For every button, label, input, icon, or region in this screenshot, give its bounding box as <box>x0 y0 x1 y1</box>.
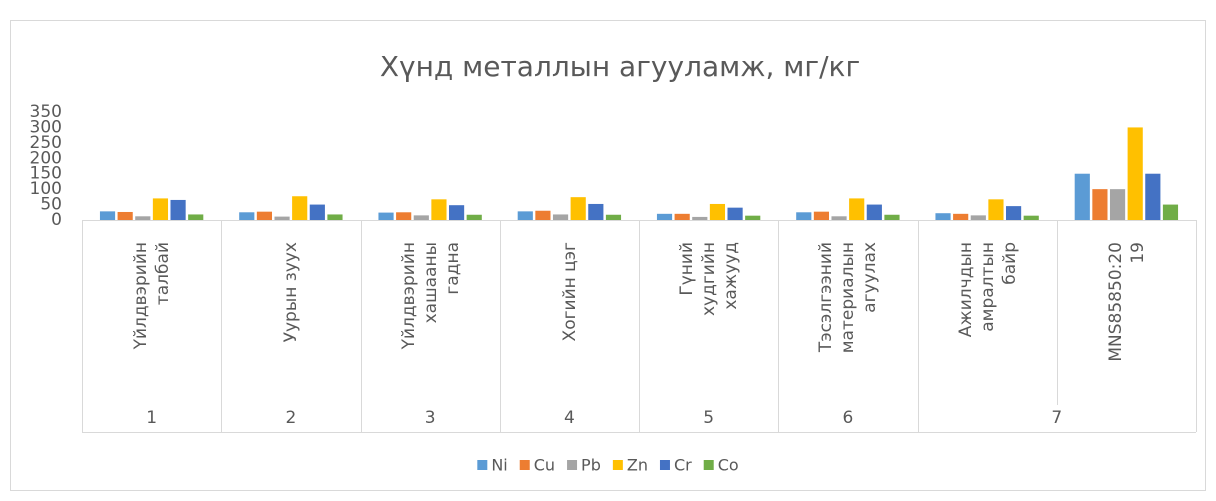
legend-swatch <box>612 460 623 470</box>
bar <box>292 196 308 220</box>
y-tick-label: 150 <box>30 164 62 184</box>
bar <box>953 213 969 220</box>
bar <box>970 215 986 220</box>
bar <box>1092 189 1108 220</box>
y-tick-label: 200 <box>30 148 62 168</box>
bar <box>692 216 708 220</box>
bar <box>1005 206 1022 220</box>
bar <box>709 203 726 220</box>
bar <box>517 211 533 220</box>
bar <box>674 213 690 220</box>
x-tick-label: Үйлдвэрийн хашааны гадна <box>361 228 500 383</box>
x-tick-text: Ажилчдын амралтын байр <box>955 242 1020 338</box>
group-label: 4 <box>564 408 575 428</box>
group-label: 1 <box>146 408 157 428</box>
bar <box>378 212 394 220</box>
bar <box>309 204 325 220</box>
legend-label: Zn <box>627 456 648 475</box>
bar <box>135 216 151 220</box>
bar <box>745 215 761 220</box>
bar <box>327 214 343 220</box>
group-label: 7 <box>1051 408 1062 428</box>
bar <box>552 214 569 220</box>
x-tick-text: Хогийн цэг <box>559 242 580 342</box>
bar <box>274 216 290 220</box>
chart-title: Хүнд металлын агууламж, мг/кг <box>380 50 860 83</box>
bar <box>1023 215 1039 220</box>
bar <box>188 214 204 220</box>
bar <box>656 213 673 220</box>
bar <box>1074 173 1090 220</box>
bar <box>588 203 604 220</box>
x-tick-label: Гүний худгийн хажууд <box>639 228 778 383</box>
legend-swatch <box>519 460 530 470</box>
bar <box>1109 189 1126 220</box>
legend-swatch <box>477 460 488 470</box>
y-tick-label: 50 <box>40 195 62 215</box>
bar <box>813 211 830 220</box>
legend-label: Pb <box>581 456 601 475</box>
x-tick-label: MNS85850:2019 <box>1057 228 1196 383</box>
bar <box>570 197 586 220</box>
legend-label: Cu <box>534 456 555 475</box>
x-tick-label: Үйлдвэрийн талбай <box>82 228 221 383</box>
bar <box>239 212 255 220</box>
bar <box>466 214 482 220</box>
legend-label: Cr <box>674 456 692 475</box>
y-tick-label: 0 <box>51 210 62 230</box>
bar <box>1127 127 1143 220</box>
bar <box>935 213 951 220</box>
x-tick-text: MNS85850:2019 <box>1105 242 1148 362</box>
bar <box>831 216 847 220</box>
x-tick-text: Уурын зуух <box>280 242 301 343</box>
bar <box>99 211 116 220</box>
bar <box>849 198 865 220</box>
y-tick-label: 250 <box>30 133 62 153</box>
x-tick-text: Үйлдвэрийн талбай <box>130 242 173 350</box>
x-tick-text: Үйлдвэрийн хашааны гадна <box>398 242 463 350</box>
x-tick-label: Ажилчдын амралтын байр <box>918 228 1057 383</box>
legend-label: Co <box>718 456 739 475</box>
legend-swatch <box>659 460 670 470</box>
x-tick-label: Уурын зуух <box>221 228 360 383</box>
bar <box>1145 173 1161 220</box>
bar <box>431 199 447 220</box>
x-tick-label: Хогийн цэг <box>500 228 639 383</box>
group-label: 6 <box>842 408 853 428</box>
y-tick-label: 300 <box>30 117 62 137</box>
bar <box>256 211 273 220</box>
bar <box>413 215 429 220</box>
bar <box>170 199 186 220</box>
group-label: 2 <box>285 408 296 428</box>
bar <box>1162 204 1179 220</box>
y-tick-label: 350 <box>30 102 62 122</box>
bar <box>796 212 812 220</box>
bar <box>884 214 900 220</box>
bar <box>152 198 169 220</box>
bar <box>117 211 133 220</box>
x-tick-text: Гүний худгийн хажууд <box>676 242 741 317</box>
group-label: 3 <box>425 408 436 428</box>
legend-swatch <box>567 460 578 470</box>
y-tick-label: 100 <box>30 179 62 199</box>
bar <box>448 205 465 220</box>
legend-label: Ni <box>491 456 507 475</box>
bar <box>727 207 743 220</box>
x-tick-text: Тэсэлгээний материалын агуулах <box>815 242 880 354</box>
group-label: 5 <box>703 408 714 428</box>
bar <box>866 204 882 220</box>
chart-border <box>10 20 1206 491</box>
bar <box>988 199 1004 220</box>
bar <box>605 214 622 220</box>
legend-swatch <box>703 460 714 470</box>
x-tick-label: Тэсэлгээний материалын агуулах <box>778 228 917 383</box>
bar <box>396 212 412 220</box>
bar <box>535 210 551 220</box>
